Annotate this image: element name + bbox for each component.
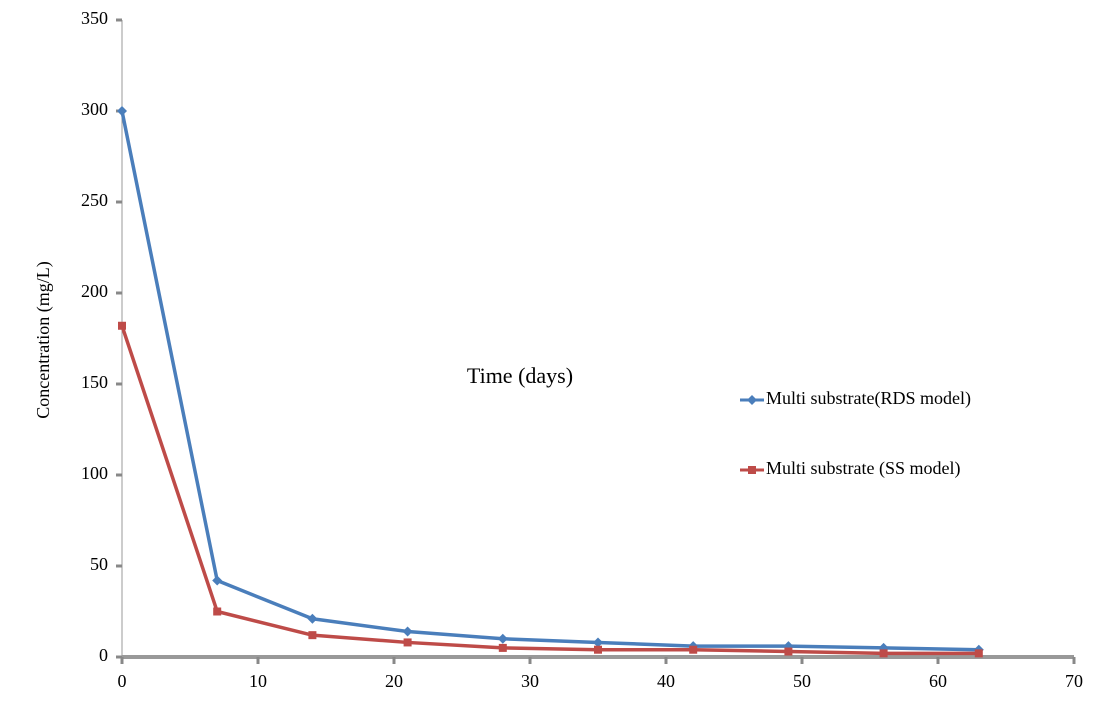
data-point xyxy=(118,321,126,330)
x-tick-label: 0 xyxy=(118,671,127,691)
y-tick-label: 200 xyxy=(81,281,108,301)
x-axis-label: Time (days) xyxy=(467,363,573,388)
data-point xyxy=(213,607,222,616)
y-tick-label: 350 xyxy=(81,8,108,28)
series-line xyxy=(120,325,979,656)
data-point xyxy=(498,643,507,652)
data-point xyxy=(594,645,602,654)
y-tick-label: 300 xyxy=(81,99,108,119)
legend-marker xyxy=(747,395,757,405)
data-point xyxy=(117,106,127,116)
legend-label: Multi substrate(RDS model) xyxy=(766,388,971,409)
legend-label: Multi substrate (SS model) xyxy=(766,458,961,479)
y-tick-label: 250 xyxy=(81,190,108,210)
data-point xyxy=(307,613,318,624)
data-point xyxy=(497,633,508,644)
x-tick-label: 10 xyxy=(249,671,267,691)
x-tick-label: 30 xyxy=(521,671,539,691)
series-line xyxy=(120,110,979,652)
y-tick-label: 100 xyxy=(81,463,108,483)
data-point xyxy=(308,631,317,640)
data-point xyxy=(689,645,698,654)
y-axis-label: Concentration (mg/L) xyxy=(33,261,54,418)
data-point xyxy=(402,626,413,637)
x-tick-label: 20 xyxy=(385,671,403,691)
x-tick-label: 50 xyxy=(793,671,811,691)
y-tick-label: 0 xyxy=(99,645,108,665)
y-tick-label: 50 xyxy=(90,554,108,574)
x-tick-label: 70 xyxy=(1065,671,1083,691)
legend-marker xyxy=(748,466,756,474)
data-point xyxy=(593,637,603,648)
data-point xyxy=(212,575,223,586)
data-point xyxy=(974,649,983,658)
x-tick-label: 40 xyxy=(657,671,675,691)
y-tick-label: 150 xyxy=(81,372,108,392)
x-tick-label: 60 xyxy=(929,671,947,691)
data-point xyxy=(784,647,793,656)
data-point xyxy=(879,649,888,658)
data-point xyxy=(403,638,412,647)
